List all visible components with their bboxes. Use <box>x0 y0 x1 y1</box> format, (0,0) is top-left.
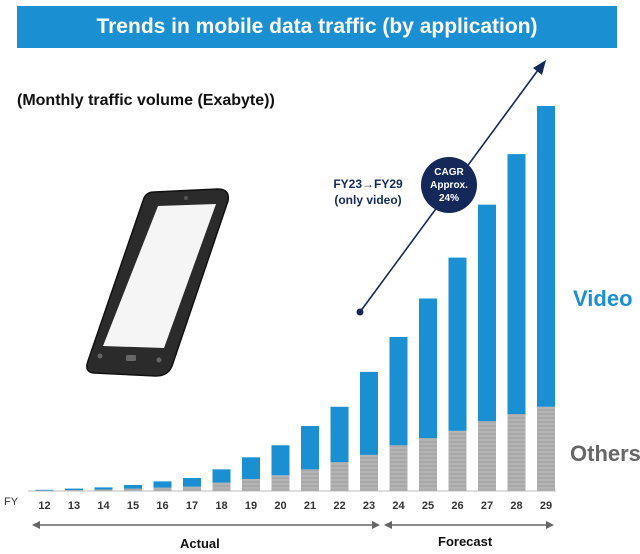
x-tick-label: 18 <box>215 500 227 512</box>
title-banner: Trends in mobile data traffic (by applic… <box>17 6 617 48</box>
forecast-period-arrow <box>384 521 554 529</box>
bar-others-fy19 <box>242 478 260 491</box>
x-tick-label: 28 <box>510 500 522 512</box>
period-actual-label: Actual <box>180 536 220 551</box>
bar-video-fy16 <box>153 481 172 488</box>
bar-others-fy20 <box>271 475 290 491</box>
bar-video-fy23 <box>360 371 378 455</box>
bar-video-fy19 <box>242 457 260 479</box>
bar-others-fy14 <box>94 489 113 491</box>
x-tick-label: 22 <box>333 500 345 512</box>
chart-title: Trends in mobile data traffic (by applic… <box>96 15 538 38</box>
unit-label: (Monthly traffic volume (Exabyte)) <box>17 92 275 109</box>
cagr-badge: CAGR Approx. 24% <box>421 157 477 213</box>
bar-others-fy29 <box>537 406 555 491</box>
x-tick-label: 25 <box>422 500 434 512</box>
x-tick-label: 15 <box>127 500 139 512</box>
annotation-line-1: FY23→FY29 <box>333 177 403 191</box>
bar-others-fy15 <box>124 488 142 491</box>
bar-others-fy17 <box>183 486 201 491</box>
x-tick-label: 27 <box>481 500 493 512</box>
x-tick-label: 23 <box>363 500 375 512</box>
bar-video-fy15 <box>124 484 142 489</box>
bar-video-fy27 <box>478 204 496 422</box>
bar-series <box>35 106 555 491</box>
bar-video-fy28 <box>507 154 526 414</box>
x-axis-prefix: FY <box>4 496 19 508</box>
trend-arrow-origin <box>356 308 364 316</box>
bar-video-fy24 <box>389 337 408 446</box>
bar-video-fy17 <box>183 478 201 487</box>
bar-video-fy22 <box>330 406 349 463</box>
x-tick-label: 29 <box>540 500 552 512</box>
bar-video-fy20 <box>271 445 290 476</box>
x-tick-label: 16 <box>156 500 168 512</box>
bar-video-fy12 <box>35 489 54 491</box>
x-tick-label: 26 <box>451 500 463 512</box>
bar-video-fy25 <box>419 298 437 439</box>
x-tick-label: 21 <box>304 500 316 512</box>
bar-video-fy14 <box>94 487 113 490</box>
bar-others-fy22 <box>330 462 349 491</box>
bar-others-fy18 <box>212 482 231 491</box>
cagr-line-2: Approx. <box>430 179 468 191</box>
x-tick-label: 13 <box>68 500 80 512</box>
cagr-line-1: CAGR <box>434 166 464 178</box>
actual-period-arrow <box>32 521 380 529</box>
bar-video-fy18 <box>212 469 231 483</box>
x-tick-labels: 12 13 14 15 16 17 18 19 20 21 22 23 24 25 26 27 28 29 <box>38 500 552 512</box>
annotation-line-2: (only video) <box>334 193 402 207</box>
bar-video-fy26 <box>448 257 467 431</box>
x-tick-label: 24 <box>392 500 405 512</box>
x-tick-label: 17 <box>186 500 198 512</box>
trend-annotation: FY23→FY29 (only video) <box>318 176 418 208</box>
x-tick-label: 20 <box>274 500 286 512</box>
legend-video: Video <box>573 286 633 311</box>
x-tick-label: 19 <box>245 500 257 512</box>
x-tick-label: 14 <box>97 500 110 512</box>
smartphone-illustration <box>86 188 230 377</box>
bar-video-fy21 <box>301 426 319 470</box>
period-forecast-label: Forecast <box>438 534 493 549</box>
bar-others-fy25 <box>419 438 437 491</box>
x-tick-label: 12 <box>38 500 50 512</box>
trend-arrow-head <box>533 60 546 75</box>
legend-others: Others <box>570 441 640 466</box>
bar-video-fy29 <box>537 106 555 407</box>
bar-others-fy16 <box>153 487 172 491</box>
bar-video-fy13 <box>65 488 83 491</box>
cagr-line-3: 24% <box>438 192 459 204</box>
